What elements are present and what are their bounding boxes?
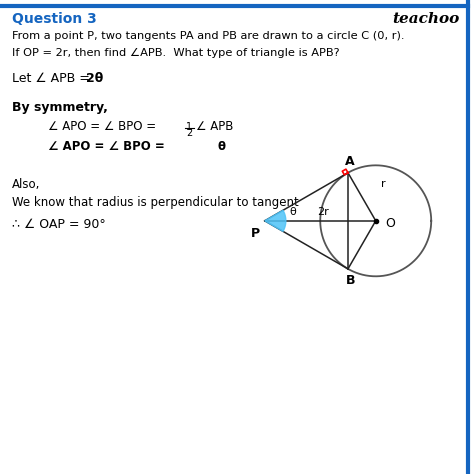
- Text: From a point P, two tangents PA and PB are drawn to a circle C (0, r).: From a point P, two tangents PA and PB a…: [12, 31, 404, 41]
- Text: 2θ: 2θ: [86, 72, 103, 85]
- Text: 2: 2: [186, 128, 192, 138]
- Text: P: P: [251, 228, 260, 240]
- Text: We know that radius is perpendicular to tangent: We know that radius is perpendicular to …: [12, 196, 299, 209]
- Text: By symmetry,: By symmetry,: [12, 101, 108, 114]
- Text: ∠ APB: ∠ APB: [196, 120, 233, 133]
- Text: O: O: [386, 217, 396, 229]
- Text: ∠ APO = ∠ BPO =: ∠ APO = ∠ BPO =: [48, 120, 160, 133]
- Text: θ: θ: [218, 140, 226, 153]
- Text: 1: 1: [186, 122, 192, 132]
- Text: r: r: [381, 179, 386, 189]
- Text: Let ∠ APB =: Let ∠ APB =: [12, 72, 94, 85]
- Text: Question 3: Question 3: [12, 12, 97, 26]
- Text: A: A: [346, 155, 355, 168]
- Text: Also,: Also,: [12, 178, 40, 191]
- Text: 2r: 2r: [317, 207, 329, 217]
- Text: θ: θ: [290, 208, 296, 218]
- Text: B: B: [346, 274, 355, 287]
- Polygon shape: [265, 210, 286, 231]
- Text: ∠ APO = ∠ BPO =: ∠ APO = ∠ BPO =: [48, 140, 169, 153]
- Text: ∴ ∠ OAP = 90°: ∴ ∠ OAP = 90°: [12, 218, 106, 231]
- Text: teachoo: teachoo: [393, 12, 460, 26]
- Text: If OP = 2r, then find ∠APB.  What type of triangle is APB?: If OP = 2r, then find ∠APB. What type of…: [12, 48, 340, 58]
